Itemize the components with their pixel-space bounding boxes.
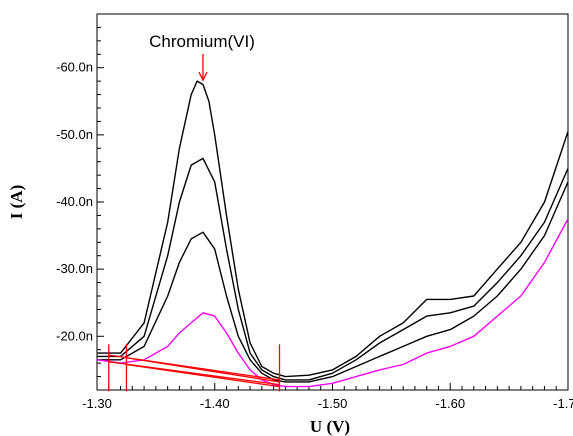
x-tick-label: -1.60 [435,396,465,411]
y-tick-label: -40.0n [56,194,93,209]
peak-arrow-head [198,71,208,82]
series-line-1 [97,80,569,378]
x-tick-label: -1.50 [318,396,348,411]
series-layer [96,80,569,388]
annotation-layer: Chromium(VI) [149,32,255,82]
peak-annotation-label: Chromium(VI) [149,32,255,51]
y-tick-label: -60.0n [56,60,93,75]
x-axis-title: U (V) [310,417,350,436]
x-tick-label: -1.40 [200,396,230,411]
baseline-layer [108,344,281,392]
y-tick-label: -20.0n [56,328,93,343]
x-tick-label: -1.30 [82,396,112,411]
x-tick-label: -1.70 [553,396,573,411]
y-axis-title: I (A) [7,185,26,219]
x-axis-ticks: -1.30 -1.40 -1.50 -1.60 -1.70 [82,383,573,411]
y-tick-label: -50.0n [56,127,93,142]
baseline-line-4 [126,363,280,388]
y-tick-label: -30.0n [56,261,93,276]
series-line-4 [96,218,569,388]
baseline-line-3 [126,357,280,383]
y-axis-ticks: -20.0n -30.0n -40.0n -50.0n -60.0n [56,26,104,378]
plot-frame [96,13,569,391]
